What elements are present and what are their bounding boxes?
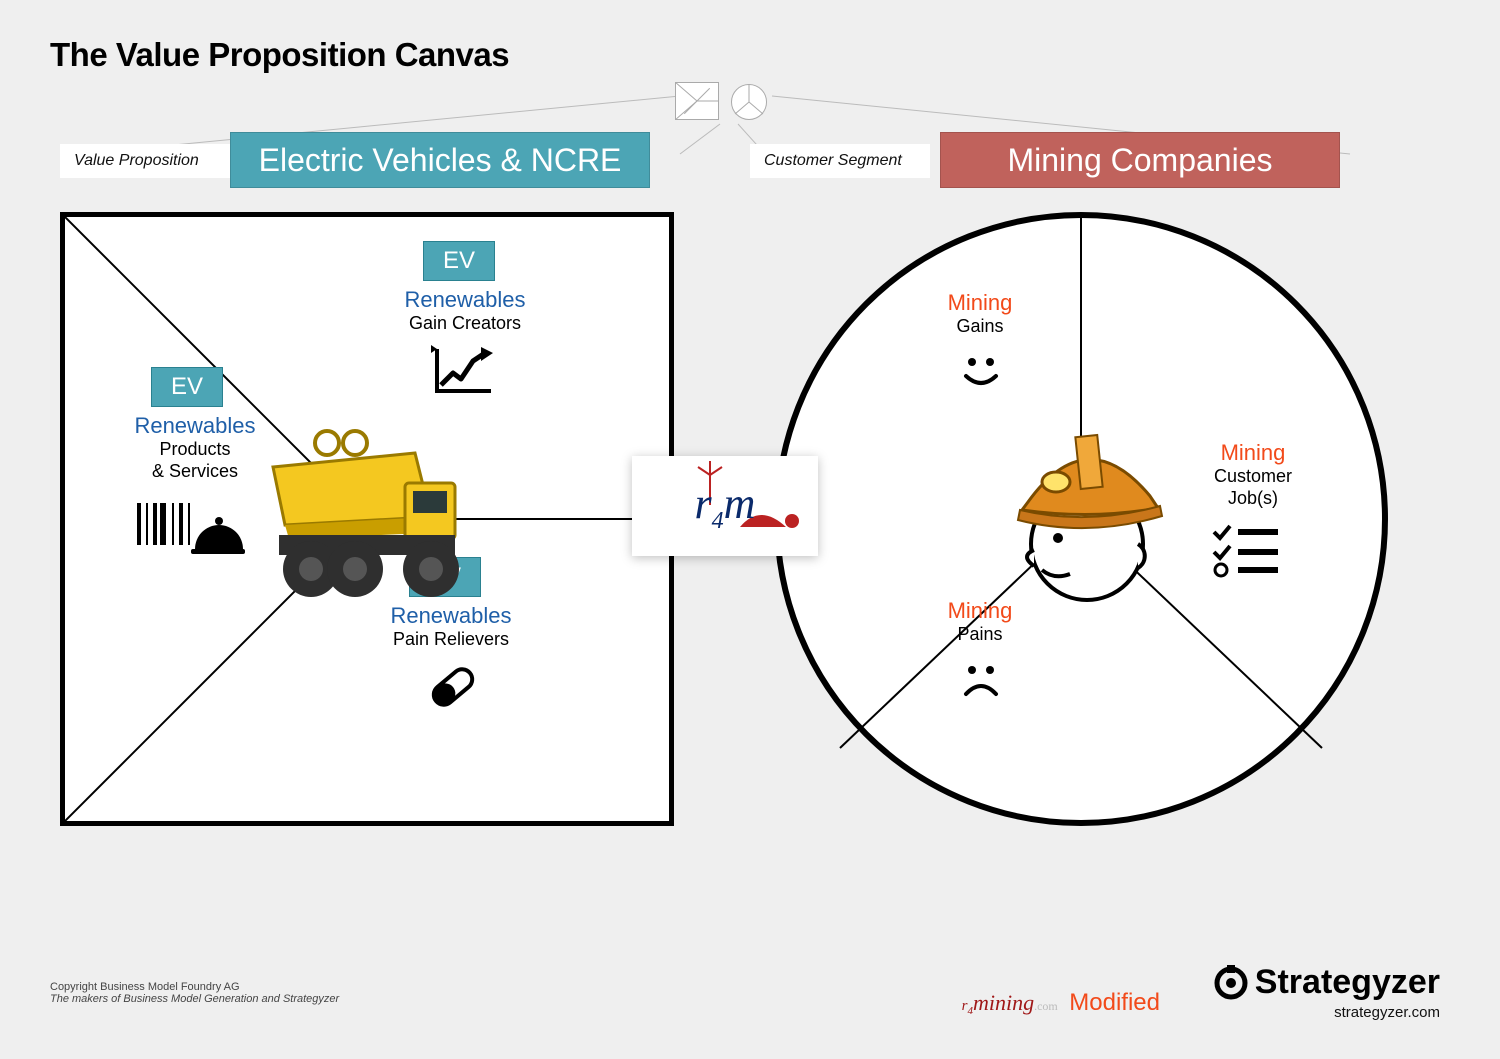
checklist-icon	[1212, 524, 1282, 580]
r4mining-credit: r4r4miningmining.com Modified	[962, 989, 1160, 1017]
cs-pains-line2: Pains	[910, 624, 1050, 646]
miner-hardhat-icon	[992, 424, 1182, 614]
cs-jobs-line3: Job(s)	[1178, 488, 1328, 510]
cs-jobs: Mining Customer Job(s)	[1178, 440, 1328, 509]
modified-label: Modified	[1069, 989, 1160, 1016]
smile-icon	[958, 348, 1004, 394]
cs-gains-line1: Mining	[910, 290, 1050, 316]
frown-icon	[958, 656, 1004, 702]
copyright-line1: Copyright Business Model Foundry AG	[50, 981, 339, 993]
cs-jobs-line2: Customer	[1178, 466, 1328, 488]
strategyzer-text: Strategyzer	[1255, 963, 1440, 1002]
copyright: Copyright Business Model Foundry AG The …	[50, 981, 339, 1005]
strategyzer-icon	[1213, 965, 1249, 1001]
canvas-page: The Value Proposition Canvas Value Propo…	[20, 16, 1480, 1041]
strategyzer-url: strategyzer.com	[1213, 1004, 1440, 1021]
cs-gains-line2: Gains	[910, 316, 1050, 338]
copyright-line2: The makers of Business Model Generation …	[50, 993, 339, 1005]
cs-gains: Mining Gains	[910, 290, 1050, 338]
strategyzer-brand: Strategyzer strategyzer.com	[1213, 963, 1440, 1021]
customer-segment-circle: Mining Gains Mining Pains Mining Custome…	[774, 212, 1388, 826]
cs-jobs-line1: Mining	[1178, 440, 1328, 466]
r4m-logo-text: r4m	[695, 478, 756, 535]
r4m-logo-box: r4m	[632, 456, 818, 556]
